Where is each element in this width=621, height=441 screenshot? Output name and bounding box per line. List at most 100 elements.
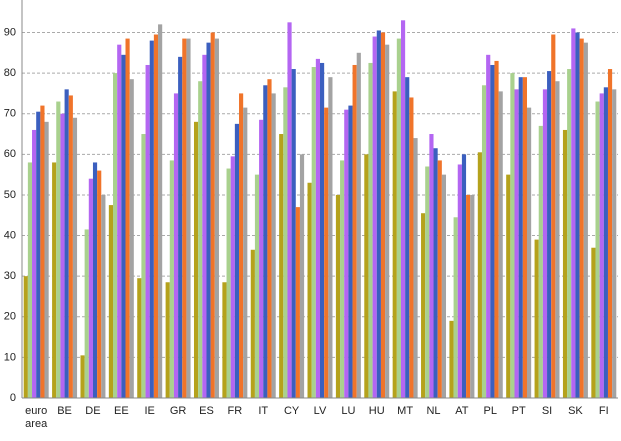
bar [466, 194, 471, 398]
bar [547, 71, 552, 399]
x-tick-label: DE [85, 405, 101, 417]
bar [542, 89, 548, 399]
bar [494, 60, 499, 398]
bar [352, 64, 357, 399]
x-tick-label: HU [368, 405, 385, 417]
bar [40, 105, 45, 399]
bar [372, 36, 377, 398]
x-tick-label: SI [541, 405, 553, 417]
bar [149, 40, 154, 398]
y-tick-label: 0 [10, 392, 16, 404]
bar [315, 58, 320, 398]
bar [368, 62, 373, 399]
bar [254, 174, 260, 398]
bar [44, 121, 49, 398]
x-tick-label: euro area [25, 405, 48, 430]
bar [461, 154, 467, 398]
bar [486, 54, 491, 398]
bar [538, 125, 543, 399]
bar [324, 107, 329, 399]
bar [173, 93, 179, 398]
bar [477, 152, 482, 398]
bar [498, 91, 503, 398]
bar [283, 87, 288, 398]
bar [234, 123, 240, 399]
bar [129, 79, 134, 398]
y-tick-label: 40 [4, 229, 16, 241]
x-tick-label: FI [598, 405, 609, 417]
bar [380, 32, 386, 398]
bar [243, 107, 248, 399]
x-tick-label: EE [113, 405, 129, 417]
bar [226, 168, 231, 398]
bar [222, 282, 227, 398]
bar [481, 85, 487, 399]
bar [263, 85, 268, 399]
bar [88, 178, 93, 398]
y-tick-label: 50 [4, 189, 16, 201]
x-tick-label: IT [258, 405, 269, 417]
bar [457, 164, 462, 398]
bar [595, 101, 600, 398]
bar [405, 77, 410, 398]
x-tick-label: IE [144, 405, 155, 417]
bar [612, 89, 617, 399]
bar [392, 91, 397, 398]
bar [169, 160, 174, 398]
y-tick-label: 90 [4, 26, 16, 38]
bar [449, 320, 454, 398]
bar [36, 111, 41, 399]
y-tick-label: 60 [4, 148, 16, 160]
bar [80, 355, 85, 398]
bar [117, 44, 122, 399]
x-tick-label: SK [568, 405, 583, 417]
bar [113, 73, 118, 398]
bar [340, 160, 345, 398]
x-tick-label: GR [169, 405, 187, 417]
y-tick-label: 20 [4, 311, 16, 323]
x-tick-label: BE [57, 405, 72, 417]
bar [27, 162, 33, 398]
bar [344, 109, 349, 398]
bar [385, 44, 390, 399]
x-tick-label: PL [483, 405, 498, 417]
bar [193, 121, 199, 398]
bar [356, 52, 361, 398]
bar [328, 77, 333, 398]
bar [534, 239, 539, 398]
x-tick-label: FR [227, 405, 243, 417]
bar [518, 77, 523, 398]
bar [165, 282, 170, 398]
bar [121, 54, 126, 398]
bar [396, 38, 401, 398]
bar [526, 107, 532, 399]
bar [56, 101, 61, 398]
bar [279, 134, 284, 399]
bar [320, 62, 325, 399]
bar [214, 38, 219, 398]
x-tick-label: AT [455, 405, 469, 417]
x-tick-label: MT [397, 405, 414, 417]
bar [64, 89, 69, 399]
bar [522, 77, 527, 398]
bar [441, 174, 447, 398]
bar [607, 69, 613, 398]
bar [68, 95, 73, 398]
bar [158, 24, 163, 399]
bar [409, 97, 414, 398]
bar [198, 81, 203, 398]
bar [453, 217, 458, 398]
bar [551, 34, 556, 398]
bar [591, 247, 596, 398]
bar [299, 154, 305, 398]
bar [437, 160, 442, 398]
bar [186, 38, 191, 398]
bar [84, 229, 89, 398]
bar [425, 166, 430, 398]
bar [145, 64, 150, 399]
bar [259, 119, 264, 398]
bar [603, 87, 608, 398]
x-tick-label: ES [199, 405, 214, 417]
